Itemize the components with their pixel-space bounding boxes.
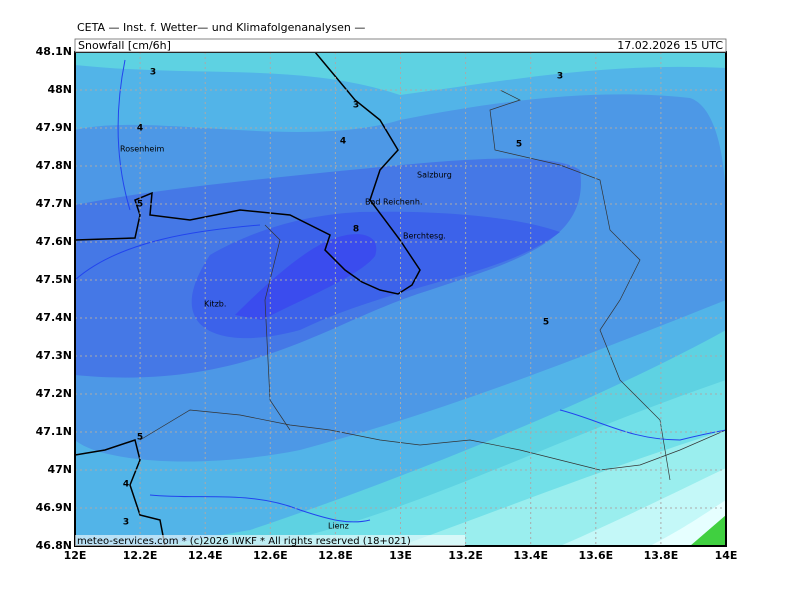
- valid-time: 17.02.2026 15 UTC: [617, 39, 723, 52]
- contour-label: 5: [516, 140, 522, 150]
- contour-label: 4: [137, 124, 143, 134]
- title-bar: [74, 38, 727, 53]
- place-name: Salzburg: [417, 171, 452, 180]
- river: [117, 59, 131, 211]
- contour-label: 3: [123, 518, 129, 528]
- x-tick-label: 12.6E: [253, 549, 288, 562]
- y-tick-label: 46.8N: [36, 539, 72, 552]
- contour-label: 3: [150, 68, 156, 78]
- contour-label: 3: [557, 72, 563, 82]
- y-tick-label: 47.5N: [36, 273, 72, 286]
- place-name: Rosenheim: [120, 145, 164, 154]
- y-tick-label: 47.8N: [36, 159, 72, 172]
- band: [560, 468, 726, 546]
- border: [75, 52, 421, 295]
- place-name: Lienz: [328, 522, 349, 531]
- line: [264, 224, 291, 431]
- contour-label: 4: [340, 137, 346, 147]
- line: [139, 409, 726, 471]
- institute: CETA — Inst. f. Wetter— und Klimafolgena…: [77, 21, 365, 34]
- river: [75, 224, 261, 281]
- y-tick-label: 48.1N: [36, 45, 72, 58]
- borders: [75, 52, 421, 546]
- contour-label: 5: [137, 200, 143, 210]
- x-tick-label: 13.6E: [578, 549, 613, 562]
- rivers: [75, 59, 726, 523]
- y-tick-label: 47.2N: [36, 387, 72, 400]
- river: [149, 494, 371, 523]
- y-tick-label: 48N: [47, 83, 72, 96]
- y-tick-label: 47.4N: [36, 311, 72, 324]
- x-tick-label: 12.4E: [188, 549, 223, 562]
- x-tick-label: 12.8E: [318, 549, 353, 562]
- contour-label: 3: [353, 101, 359, 111]
- y-tick-label: 47.1N: [36, 425, 72, 438]
- border: [75, 439, 166, 546]
- y-tick-label: 47.3N: [36, 349, 72, 362]
- river: [559, 409, 726, 441]
- footer: meteo-services.com * (c)2026 IWKF * All …: [77, 536, 411, 547]
- contour-label: 5: [137, 433, 143, 443]
- place-name: Bad Reichenh.: [365, 198, 422, 207]
- labels: 12E 12.2E 12.4E 12.6E 12.8E 13E 13.2E 13.4E 13.6…: [36, 45, 738, 562]
- contour-label: 4: [123, 480, 129, 490]
- band: [690, 515, 726, 546]
- x-tick-label: 13.4E: [513, 549, 548, 562]
- footer-bg: [75, 535, 465, 546]
- admin-lines: [139, 89, 726, 481]
- y-tick-label: 46.9N: [36, 501, 72, 514]
- contour-label: 8: [353, 225, 359, 235]
- y-tick-label: 47N: [47, 463, 72, 476]
- place-name: Kitzb.: [204, 300, 226, 309]
- x-tick-label: 13.2E: [448, 549, 483, 562]
- x-tick-label: 13.8E: [644, 549, 679, 562]
- x-tick-label: 12.2E: [123, 549, 158, 562]
- x-tick-label: 13E: [389, 549, 412, 562]
- x-tick-label: 12E: [64, 549, 87, 562]
- contour-label: 5: [543, 318, 549, 328]
- y-tick-label: 47.6N: [36, 235, 72, 248]
- title: Snowfall [cm/6h]: [78, 39, 171, 52]
- x-tick-label: 14E: [715, 549, 738, 562]
- place-name: Berchtesg.: [403, 232, 446, 241]
- line: [489, 89, 671, 481]
- y-tick-label: 47.9N: [36, 121, 72, 134]
- y-tick-label: 47.7N: [36, 197, 72, 210]
